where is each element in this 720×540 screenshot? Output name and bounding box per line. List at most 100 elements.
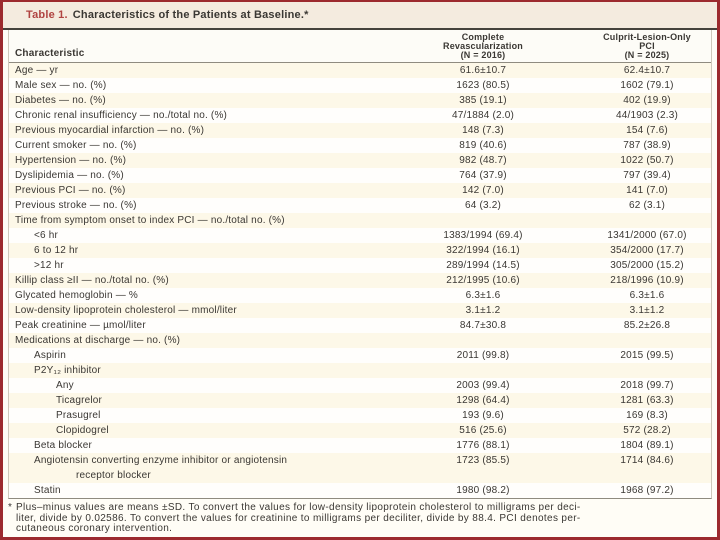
row-label: Any — [56, 380, 74, 391]
row-label: P2Y₁₂ inhibitor — [34, 365, 101, 376]
row-value-complete-revascularization: 64 (3.2) — [464, 200, 502, 211]
row-value-complete-revascularization: 1623 (80.5) — [456, 80, 510, 91]
row-value-culprit-lesion-only-pci: 141 (7.0) — [626, 185, 668, 196]
table-row: Male sex — no. (%) 1623 (80.5) 1602 (79.1) — [9, 78, 711, 93]
row-value-culprit-lesion-only-pci — [583, 213, 711, 228]
table-row: Previous PCI — no. (%) 142 (7.0) 141 (7.0) — [9, 183, 711, 198]
table-row: >12 hr 289/1994 (14.5) 305/2000 (15.2) — [9, 258, 711, 273]
column-header-characteristic: Characteristic — [15, 48, 85, 59]
footnote-line: liter, divide by 0.02586. To convert the… — [16, 512, 581, 524]
row-label: 6 to 12 hr — [34, 245, 79, 256]
row-value-complete-revascularization: 322/1994 (16.1) — [446, 245, 520, 256]
row-value-complete-revascularization — [383, 333, 583, 348]
row-value-culprit-lesion-only-pci: 62 (3.1) — [628, 200, 666, 211]
table-row: Glycated hemoglobin — % 6.3±1.6 6.3±1.6 — [9, 288, 711, 303]
row-label: Aspirin — [34, 350, 66, 361]
row-value-complete-revascularization: 1776 (88.1) — [456, 440, 510, 451]
row-value-complete-revascularization: 142 (7.0) — [462, 185, 504, 196]
row-value-culprit-lesion-only-pci: 402 (19.9) — [623, 95, 671, 106]
row-label: Ticagrelor — [56, 395, 103, 406]
row-value-culprit-lesion-only-pci: 218/1996 (10.9) — [610, 275, 684, 286]
table-row: Ticagrelor 1298 (64.4) 1281 (63.3) — [9, 393, 711, 408]
row-value-complete-revascularization: 84.7±30.8 — [459, 320, 507, 331]
footnote-line: Plus–minus values are means ±SD. To conv… — [16, 502, 581, 513]
row-label: Previous myocardial infarction — no. (%) — [15, 125, 205, 136]
row-value-culprit-lesion-only-pci: 169 (8.3) — [626, 410, 668, 421]
row-value-culprit-lesion-only-pci: 1714 (84.6) — [620, 455, 674, 466]
row-value-culprit-lesion-only-pci: 1341/2000 (67.0) — [607, 230, 687, 241]
table-row: Clopidogrel 516 (25.6) 572 (28.2) — [9, 423, 711, 438]
row-value-complete-revascularization: 47/1884 (2.0) — [451, 110, 515, 121]
table-row: Chronic renal insufficiency — no./total … — [9, 108, 711, 123]
footnote: * Plus–minus values are means ±SD. To co… — [8, 502, 712, 535]
row-value-culprit-lesion-only-pci: 797 (39.4) — [623, 170, 671, 181]
row-value-culprit-lesion-only-pci: 3.1±1.2 — [629, 305, 665, 316]
row-value-culprit-lesion-only-pci: 2015 (99.5) — [620, 350, 674, 361]
row-value-complete-revascularization — [383, 213, 583, 228]
row-value-complete-revascularization: 3.1±1.2 — [465, 305, 501, 316]
row-label: Current smoker — no. (%) — [15, 140, 137, 151]
row-label: Dyslipidemia — no. (%) — [15, 170, 124, 181]
row-value-complete-revascularization: 148 (7.3) — [462, 125, 504, 136]
row-label: Chronic renal insufficiency — no./total … — [15, 110, 228, 121]
row-value-complete-revascularization: 6.3±1.6 — [465, 290, 501, 301]
row-value-complete-revascularization: 61.6±10.7 — [459, 65, 507, 76]
row-label: Glycated hemoglobin — % — [15, 290, 138, 301]
row-value-culprit-lesion-only-pci: 44/1903 (2.3) — [615, 110, 679, 121]
table-row: Time from symptom onset to index PCI — n… — [9, 213, 711, 228]
row-label: Low-density lipoprotein cholesterol — mm… — [15, 305, 237, 316]
row-value-culprit-lesion-only-pci: 85.2±26.8 — [623, 320, 671, 331]
row-value-complete-revascularization: 1298 (64.4) — [456, 395, 510, 406]
row-value-complete-revascularization: 193 (9.6) — [462, 410, 504, 421]
row-label: >12 hr — [34, 260, 64, 271]
table-row: Aspirin 2011 (99.8) 2015 (99.5) — [9, 348, 711, 363]
table-row: P2Y₁₂ inhibitor — [9, 363, 711, 378]
row-value-complete-revascularization: 764 (37.9) — [459, 170, 507, 181]
table-row: Beta blocker 1776 (88.1) 1804 (89.1) — [9, 438, 711, 453]
row-label: Prasugrel — [56, 410, 101, 421]
row-value-complete-revascularization: 1383/1994 (69.4) — [443, 230, 523, 241]
row-label: Hypertension — no. (%) — [15, 155, 127, 166]
footnote-marker: * — [8, 502, 13, 513]
row-value-complete-revascularization: 289/1994 (14.5) — [446, 260, 520, 271]
row-label: Beta blocker — [34, 440, 92, 451]
row-label: Peak creatinine — µmol/liter — [15, 320, 146, 331]
column-header-complete-revascularization: Complete Revascularization (N = 2016) — [443, 32, 523, 60]
table-row: Current smoker — no. (%) 819 (40.6) 787 (3… — [9, 138, 711, 153]
column-header-row: Characteristic Complete Revascularizatio… — [9, 30, 711, 63]
row-label: Previous stroke — no. (%) — [15, 200, 137, 211]
column-header-culprit-lesion-only-pci: Culprit-Lesion-Only PCI (N = 2025) — [603, 32, 691, 60]
table-row: Diabetes — no. (%) 385 (19.1) 402 (19.9) — [9, 93, 711, 108]
table-row: Age — yr 61.6±10.7 62.4±10.7 — [9, 63, 711, 78]
row-label: Killip class ≥II — no./total no. (%) — [15, 275, 169, 286]
row-value-complete-revascularization: 516 (25.6) — [459, 425, 507, 436]
table-row: Killip class ≥II — no./total no. (%) 212/… — [9, 273, 711, 288]
row-value-culprit-lesion-only-pci: 1022 (50.7) — [620, 155, 674, 166]
row-value-culprit-lesion-only-pci: 1602 (79.1) — [620, 80, 674, 91]
table-row: Statin 1980 (98.2) 1968 (97.2) — [9, 483, 711, 498]
row-label: Previous PCI — no. (%) — [15, 185, 126, 196]
row-value-complete-revascularization: 2003 (99.4) — [456, 380, 510, 391]
row-label: Time from symptom onset to index PCI — n… — [15, 215, 285, 226]
row-value-culprit-lesion-only-pci: 2018 (99.7) — [620, 380, 674, 391]
row-value-complete-revascularization: 1980 (98.2) — [456, 485, 510, 496]
table-row: Previous stroke — no. (%) 64 (3.2) 62 (3.1… — [9, 198, 711, 213]
baseline-characteristics-table: Characteristic Complete Revascularizatio… — [8, 30, 712, 499]
footnote-line: cutaneous coronary intervention. — [16, 523, 173, 534]
row-value-culprit-lesion-only-pci: 62.4±10.7 — [623, 65, 671, 76]
table-row: <6 hr 1383/1994 (69.4) 1341/2000 (67.0) — [9, 228, 711, 243]
row-label: Age — yr — [15, 65, 59, 76]
row-value-culprit-lesion-only-pci: 354/2000 (17.7) — [610, 245, 684, 256]
row-value-complete-revascularization: 819 (40.6) — [459, 140, 507, 151]
table-rows: Age — yr 61.6±10.7 62.4±10.7 Male sex — no.… — [9, 63, 711, 498]
row-value-complete-revascularization: 1723 (85.5) — [456, 455, 510, 466]
table-title: Table 1. Characteristics of the Patients… — [3, 2, 717, 30]
row-value-complete-revascularization: 982 (48.7) — [459, 155, 507, 166]
row-value-culprit-lesion-only-pci: 572 (28.2) — [623, 425, 671, 436]
row-value-culprit-lesion-only-pci: 6.3±1.6 — [629, 290, 665, 301]
row-value-complete-revascularization: 212/1995 (10.6) — [446, 275, 520, 286]
table-row: Angiotensin converting enzyme inhibitor … — [9, 453, 711, 483]
table-title-number: Table 1. — [26, 9, 68, 21]
row-value-culprit-lesion-only-pci: 1968 (97.2) — [620, 485, 674, 496]
